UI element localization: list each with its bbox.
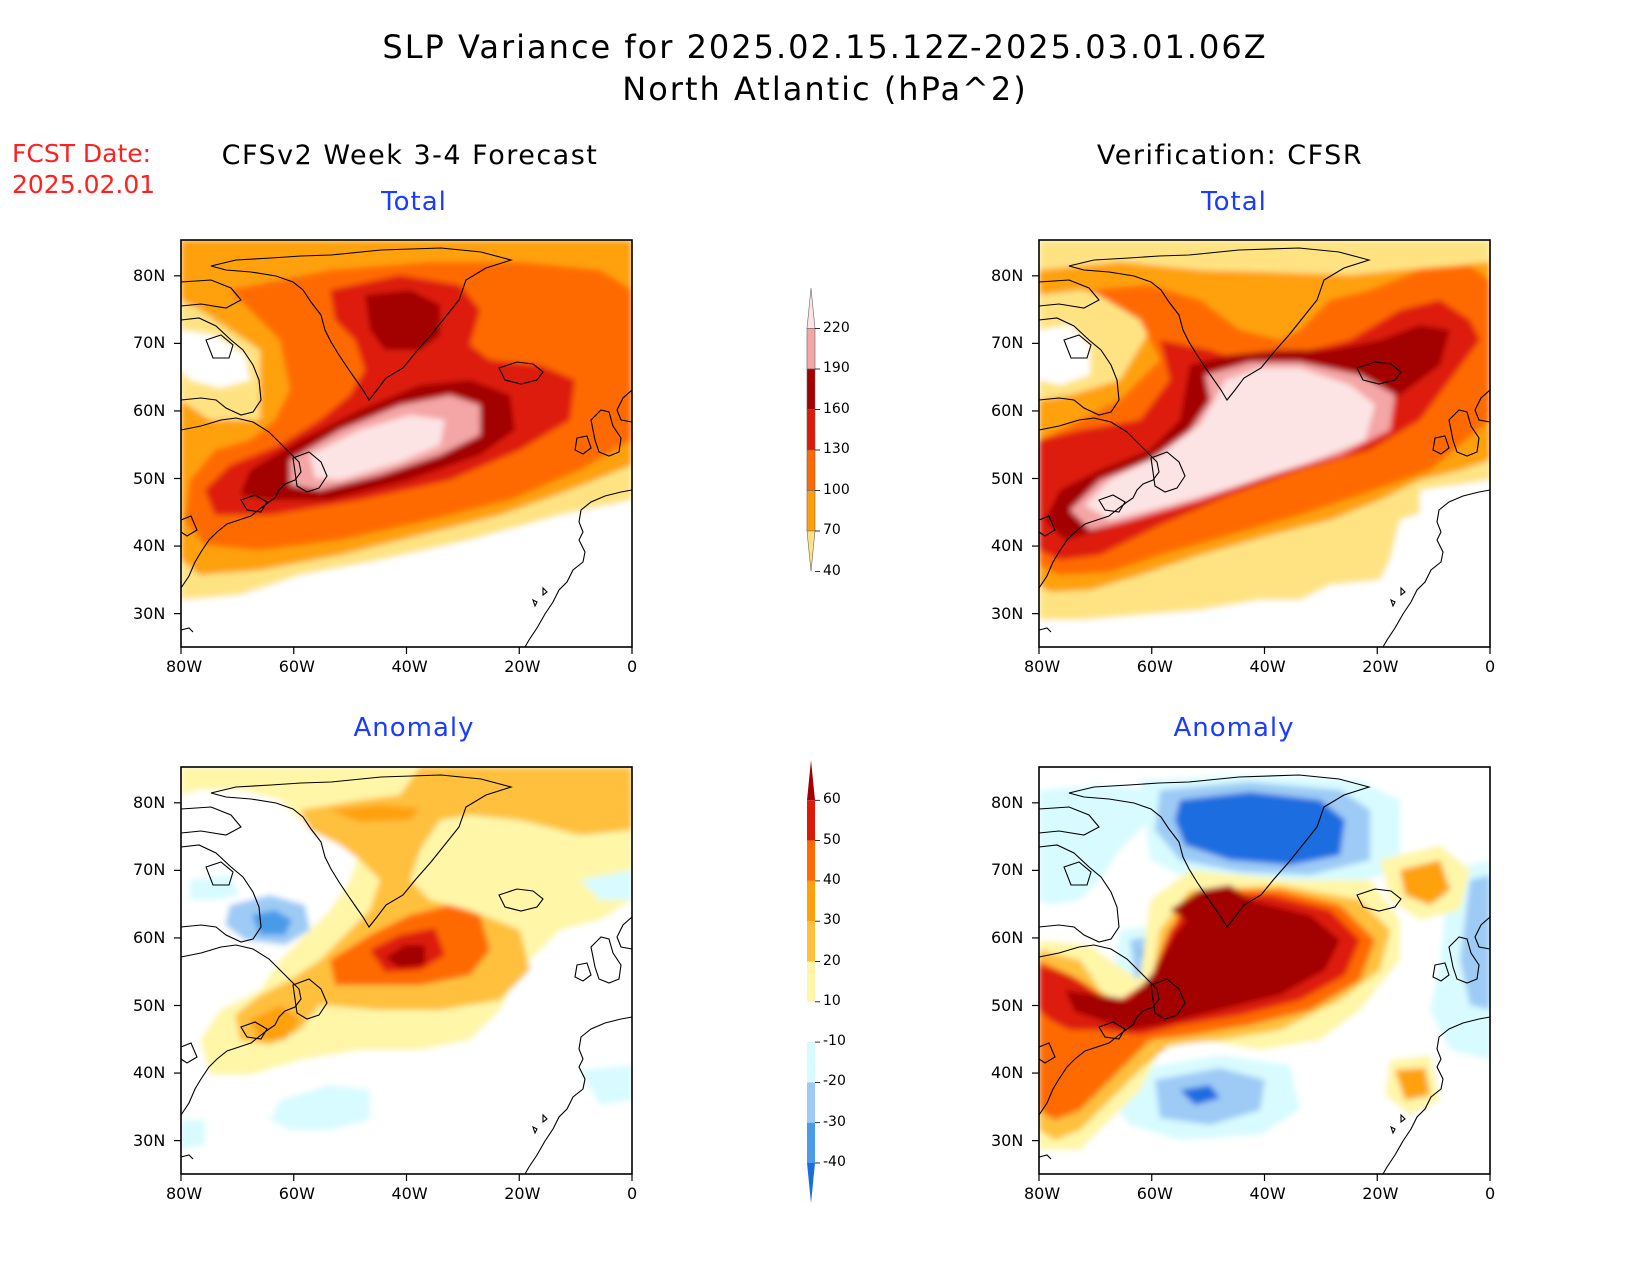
colorbar-swatch	[807, 760, 815, 801]
lon-tick-label: 0	[627, 657, 638, 676]
lat-tick-label: 50N	[991, 468, 1024, 488]
colorbar-level-label: -40	[823, 1154, 846, 1170]
main-title: SLP Variance for 2025.02.15.12Z-2025.03.…	[382, 28, 1268, 66]
lon-tick-label: 40W	[391, 1184, 428, 1203]
lat-tick-label: 40N	[133, 1063, 166, 1083]
colorbar-swatch	[807, 921, 815, 962]
lon-tick-label: 0	[1485, 657, 1496, 676]
colorbar-level-label: 100	[823, 481, 850, 498]
lat-tick-label: 80N	[991, 792, 1024, 812]
lon-tick-label: 20W	[1362, 657, 1399, 676]
panel-title-forecast-total: Total	[381, 187, 447, 217]
lon-tick-label: 40W	[1249, 1184, 1286, 1203]
lon-tick-label: 20W	[504, 657, 541, 676]
colorbar-level-label: 220	[823, 319, 850, 336]
lat-tick-label: 40N	[991, 1063, 1024, 1083]
colorbar-level-label: -20	[823, 1073, 846, 1090]
lon-tick-label: 60W	[278, 657, 315, 676]
panel-title-verification-anomaly: Anomaly	[1173, 713, 1295, 743]
forecast-column-title: CFSv2 Week 3-4 Forecast	[221, 140, 599, 171]
map-verification-anomaly	[1038, 766, 1491, 1175]
colorbar-level-label: -30	[823, 1113, 846, 1130]
lat-tick-label: 80N	[991, 265, 1024, 285]
colorbar-swatch	[807, 1042, 815, 1083]
lat-tick-label: 70N	[133, 333, 166, 353]
colorbar-swatch	[807, 1001, 815, 1043]
lat-tick-label: 70N	[991, 860, 1024, 880]
colorbar-level-label: 20	[823, 952, 841, 969]
colorbar-swatch	[806, 530, 816, 572]
lat-tick-label: 30N	[133, 1130, 166, 1150]
lon-tick-label: 60W	[278, 1184, 315, 1203]
lat-tick-label: 60N	[133, 927, 166, 947]
lon-tick-label: 0	[1485, 1184, 1496, 1203]
map-forecast-anomaly	[180, 766, 633, 1175]
colorbar-total	[806, 287, 820, 572]
colorbar-swatch	[807, 1082, 815, 1123]
colorbar-swatch	[806, 287, 816, 329]
colorbar-swatch	[806, 490, 816, 532]
lon-tick-label: 80W	[166, 1184, 203, 1203]
colorbar-swatch	[807, 880, 815, 922]
colorbar-level-label: 160	[823, 400, 850, 417]
panel-title-verification-total: Total	[1201, 187, 1267, 217]
lat-tick-label: 30N	[991, 1130, 1024, 1150]
colorbar-level-label: 60	[823, 791, 841, 808]
colorbar-swatch	[807, 800, 815, 841]
axis-tick-marks	[174, 275, 1491, 1181]
lat-tick-label: 60N	[133, 400, 166, 420]
lat-tick-label: 40N	[991, 536, 1024, 556]
lat-tick-label: 30N	[133, 603, 166, 623]
lat-tick-label: 60N	[991, 400, 1024, 420]
map-forecast-total	[180, 239, 633, 648]
lat-tick-label: 80N	[133, 265, 166, 285]
colorbar-anomaly	[807, 760, 820, 1204]
colorbar-swatch	[806, 449, 816, 491]
lon-tick-label: 60W	[1136, 657, 1173, 676]
colorbar-level-label: 50	[823, 831, 841, 848]
colorbar-level-label: 190	[823, 360, 850, 376]
lat-tick-label: 50N	[991, 995, 1024, 1015]
colorbar-swatch	[807, 840, 815, 881]
lon-tick-label: 0	[627, 1184, 638, 1203]
colorbar-level-label: 40	[823, 871, 841, 888]
lat-tick-label: 50N	[133, 468, 166, 488]
lat-tick-label: 80N	[133, 792, 166, 812]
lon-tick-label: 20W	[504, 1184, 541, 1203]
lat-tick-label: 70N	[991, 333, 1024, 353]
lon-tick-label: 60W	[1136, 1184, 1173, 1203]
colorbar-level-label: 10	[823, 992, 841, 1009]
colorbar-swatch	[806, 328, 816, 370]
lon-tick-label: 40W	[1249, 657, 1286, 676]
colorbar-level-label: 70	[823, 522, 841, 538]
colorbar-swatch	[807, 1163, 815, 1204]
lat-tick-label: 70N	[133, 860, 166, 880]
fcst-date-label: FCST Date:	[12, 139, 152, 168]
colorbar-level-label: -10	[823, 1033, 846, 1050]
colorbar-swatch	[806, 409, 816, 451]
colorbar-level-label: 30	[823, 912, 841, 929]
colorbar-swatch	[807, 961, 815, 1002]
main-subtitle: North Atlantic (hPa^2)	[622, 70, 1028, 108]
lat-tick-label: 60N	[991, 927, 1024, 947]
colorbar-level-label: 40	[823, 562, 841, 579]
verification-column-title: Verification: CFSR	[1096, 140, 1364, 171]
fcst-date-value: 2025.02.01	[12, 170, 156, 199]
lat-tick-label: 40N	[133, 536, 166, 556]
panel-title-forecast-anomaly: Anomaly	[353, 713, 475, 743]
lon-tick-label: 40W	[391, 657, 428, 676]
lon-tick-label: 80W	[1024, 1184, 1061, 1203]
colorbar-swatch	[806, 368, 816, 410]
fcst-date-block: FCST Date: 2025.02.01	[12, 138, 155, 200]
colorbar-level-label: 130	[823, 441, 850, 457]
lat-tick-label: 30N	[991, 603, 1024, 623]
map-verification-total	[1038, 239, 1491, 648]
lat-tick-label: 50N	[133, 995, 166, 1015]
colorbar-swatch	[807, 1122, 815, 1163]
lon-tick-label: 80W	[1024, 657, 1061, 676]
lon-tick-label: 80W	[166, 657, 203, 676]
lon-tick-label: 20W	[1362, 1184, 1399, 1203]
